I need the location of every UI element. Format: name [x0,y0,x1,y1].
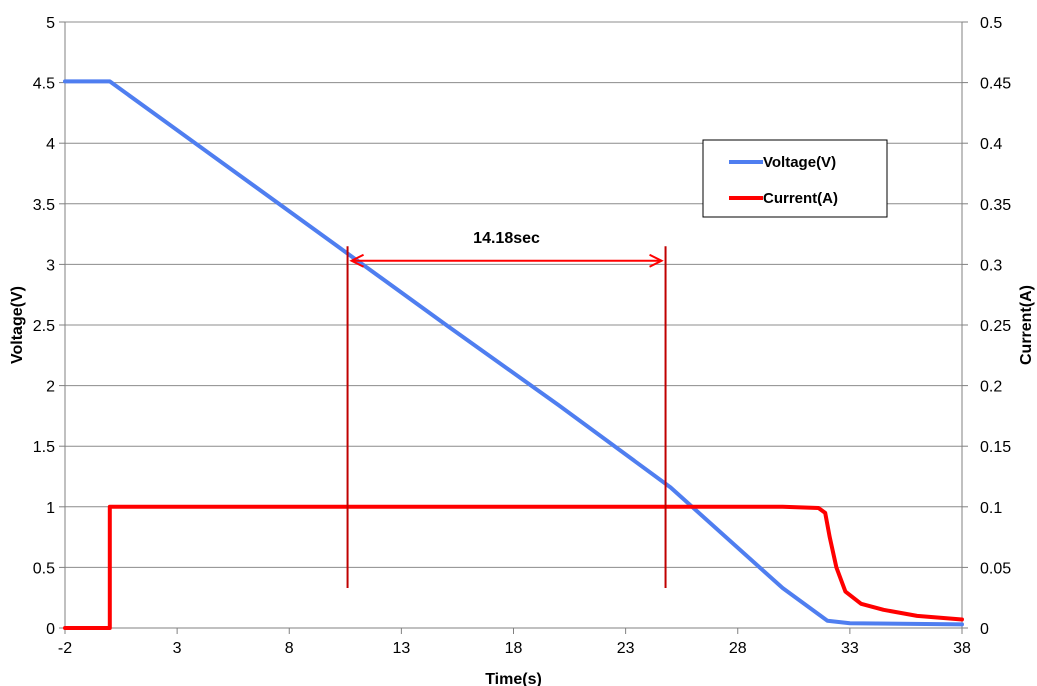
right-y-tick-label: 0.5 [980,15,1002,32]
x-tick-label: 8 [285,640,294,657]
series-line-voltage [63,79,964,627]
arrowhead-left [349,253,365,268]
series-lines [63,79,964,630]
gridlines [65,21,962,568]
right-y-axis-title: Current(A) [1018,285,1035,365]
series-line-current [63,504,964,630]
right-y-tick-label: 0.25 [980,318,1011,335]
x-tick-label: 18 [505,640,523,657]
left-y-tick-label: 3.5 [33,197,55,214]
left-y-axis-title: Voltage(V) [9,286,26,364]
left-y-tick-label: 2 [46,379,55,396]
right-y-tick-label: 0.1 [980,500,1002,517]
left-y-tick-label: 5 [46,15,55,32]
left-y-tick-label: 1 [46,500,55,517]
x-axis-title: Time(s) [485,671,542,686]
left-y-tick-label: 1.5 [33,439,55,456]
right-y-tick-label: 0.35 [980,197,1011,214]
left-y-tick-label: 3 [46,257,55,274]
right-y-tick-label: 0.3 [980,257,1002,274]
x-tick-label: 23 [617,640,635,657]
x-tick-label: 28 [729,640,747,657]
x-tick-label: 13 [392,640,410,657]
right-y-tick-label: 0.2 [980,379,1002,396]
left-y-tick-label: 4.5 [33,76,55,93]
right-y-tick-label: 0.15 [980,439,1011,456]
legend-entry: Voltage(V) [763,154,836,171]
duration-annotation: 14.18sec [346,230,667,589]
left-y-tick-label: 2.5 [33,318,55,335]
left-y-tick-label: 0.5 [33,560,55,577]
right-y-tick-label: 0.05 [980,560,1011,577]
x-axis: -2 3 8 13 18 23 28 33 38 [58,628,971,657]
left-y-tick-label: 0 [46,621,55,638]
left-y-axis: 0 0.5 1 1.5 2 2.5 3 3.5 4 4.5 5 [33,15,65,638]
legend-box [702,139,888,218]
right-y-axis: 0 0.05 0.1 0.15 0.2 0.25 0.3 0.35 0.4 0.45 0.5 [962,15,1011,638]
duration-label: 14.18sec [473,230,540,247]
x-tick-label: 38 [953,640,971,657]
x-tick-label: 33 [841,640,859,657]
x-tick-label: -2 [58,640,72,657]
left-y-tick-label: 4 [46,136,55,153]
right-y-tick-label: 0 [980,621,989,638]
legend: Voltage(V) Current(A) [702,139,888,218]
legend-entry: Current(A) [763,190,838,207]
x-tick-label: 3 [173,640,182,657]
arrowhead-right [649,253,664,268]
right-y-tick-label: 0.45 [980,76,1011,93]
right-y-tick-label: 0.4 [980,136,1002,153]
